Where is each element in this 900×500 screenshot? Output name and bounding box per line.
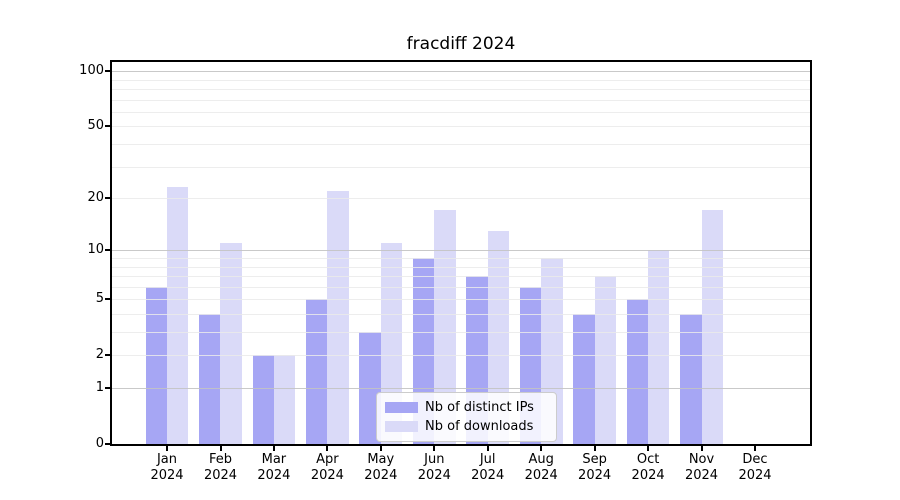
legend: Nb of distinct IPs Nb of downloads: [376, 392, 557, 442]
major-gridline: [112, 250, 810, 252]
x-tick-mark: [379, 446, 382, 451]
bar-downloads: [434, 210, 456, 444]
x-tick-label: Jul 2024: [471, 452, 505, 483]
bar-ips: [145, 286, 167, 444]
y-tick-mark: [105, 125, 110, 128]
bar-ips: [199, 313, 221, 444]
y-tick-label: 50: [87, 118, 104, 134]
bar-ips: [680, 313, 702, 444]
y-tick-mark: [105, 298, 110, 301]
x-tick-label: Dec 2024: [738, 452, 772, 483]
bar-downloads: [487, 230, 510, 444]
y-tick-mark: [105, 249, 110, 252]
x-tick-mark: [219, 446, 222, 451]
minor-gridline: [112, 266, 810, 268]
x-tick-mark: [540, 446, 543, 451]
x-tick-label: Apr 2024: [310, 452, 344, 483]
minor-gridline: [112, 355, 810, 357]
y-tick-label: 20: [87, 190, 104, 205]
y-tick-label: 5: [95, 291, 104, 307]
major-gridline: [112, 388, 810, 389]
minor-gridline: [112, 332, 810, 333]
y-tick-mark: [105, 70, 110, 73]
y-tick-mark: [105, 443, 110, 445]
minor-gridline: [112, 198, 810, 199]
x-tick-label: May 2024: [364, 452, 398, 483]
bar-downloads: [220, 243, 242, 444]
grid-layer: [112, 62, 810, 444]
y-tick-label: 100: [79, 63, 104, 79]
x-tick-label: Sep 2024: [578, 452, 612, 483]
x-tick-label: Jun 2024: [417, 452, 451, 483]
y-tick-label: 10: [87, 242, 104, 258]
chart-title: fracdiff 2024: [406, 34, 516, 54]
bar-downloads: [273, 355, 296, 444]
x-tick-mark: [272, 446, 275, 451]
y-tick-label: 1: [95, 380, 104, 395]
bar-ips: [626, 299, 649, 444]
y-tick-label: 0: [95, 436, 104, 451]
minor-gridline: [112, 166, 810, 168]
x-tick-label: Feb 2024: [203, 452, 238, 483]
x-tick-mark: [433, 446, 436, 451]
bar-ips: [573, 313, 595, 444]
minor-gridline: [112, 88, 810, 90]
minor-gridline: [112, 126, 810, 128]
major-gridline: [112, 71, 810, 73]
minor-gridline: [112, 286, 810, 288]
x-tick-label: Mar 2024: [257, 452, 291, 483]
x-tick-label: Aug 2024: [524, 452, 558, 483]
bar-ips: [305, 299, 328, 444]
x-tick-mark: [647, 446, 650, 451]
minor-gridline: [112, 79, 810, 81]
bar-downloads: [594, 276, 617, 444]
legend-label: Nb of distinct IPs: [425, 400, 534, 415]
y-tick-label: 2: [95, 347, 104, 363]
minor-gridline: [112, 313, 810, 315]
y-tick-mark: [105, 197, 110, 199]
x-tick-mark: [166, 446, 168, 451]
legend-row: Nb of downloads: [385, 419, 548, 434]
legend-swatch-downloads: [385, 421, 418, 432]
x-tick-label: Nov 2024: [684, 452, 719, 483]
x-tick-mark: [326, 446, 329, 451]
bar-downloads: [167, 187, 189, 444]
legend-row: Nb of distinct IPs: [385, 400, 548, 415]
x-tick-mark: [754, 446, 756, 451]
bar-ips: [252, 355, 274, 444]
x-tick-mark: [700, 446, 703, 451]
minor-gridline: [112, 299, 810, 301]
x-tick-mark: [593, 446, 596, 451]
x-tick-label: Jan 2024: [150, 452, 184, 483]
minor-gridline: [112, 276, 810, 277]
bar-downloads: [648, 250, 670, 444]
minor-gridline: [112, 99, 810, 101]
minor-gridline: [112, 257, 810, 259]
x-tick-mark: [486, 446, 489, 451]
minor-gridline: [112, 111, 810, 113]
x-tick-label: Oct 2024: [631, 452, 665, 483]
legend-swatch-ips: [385, 402, 418, 413]
legend-label: Nb of downloads: [425, 419, 534, 434]
y-tick-mark: [105, 387, 110, 389]
bar-downloads: [327, 190, 349, 444]
y-tick-mark: [105, 354, 110, 357]
bar-downloads: [701, 210, 723, 444]
minor-gridline: [112, 143, 810, 145]
plot-area: Nb of distinct IPs Nb of downloads: [112, 62, 810, 444]
